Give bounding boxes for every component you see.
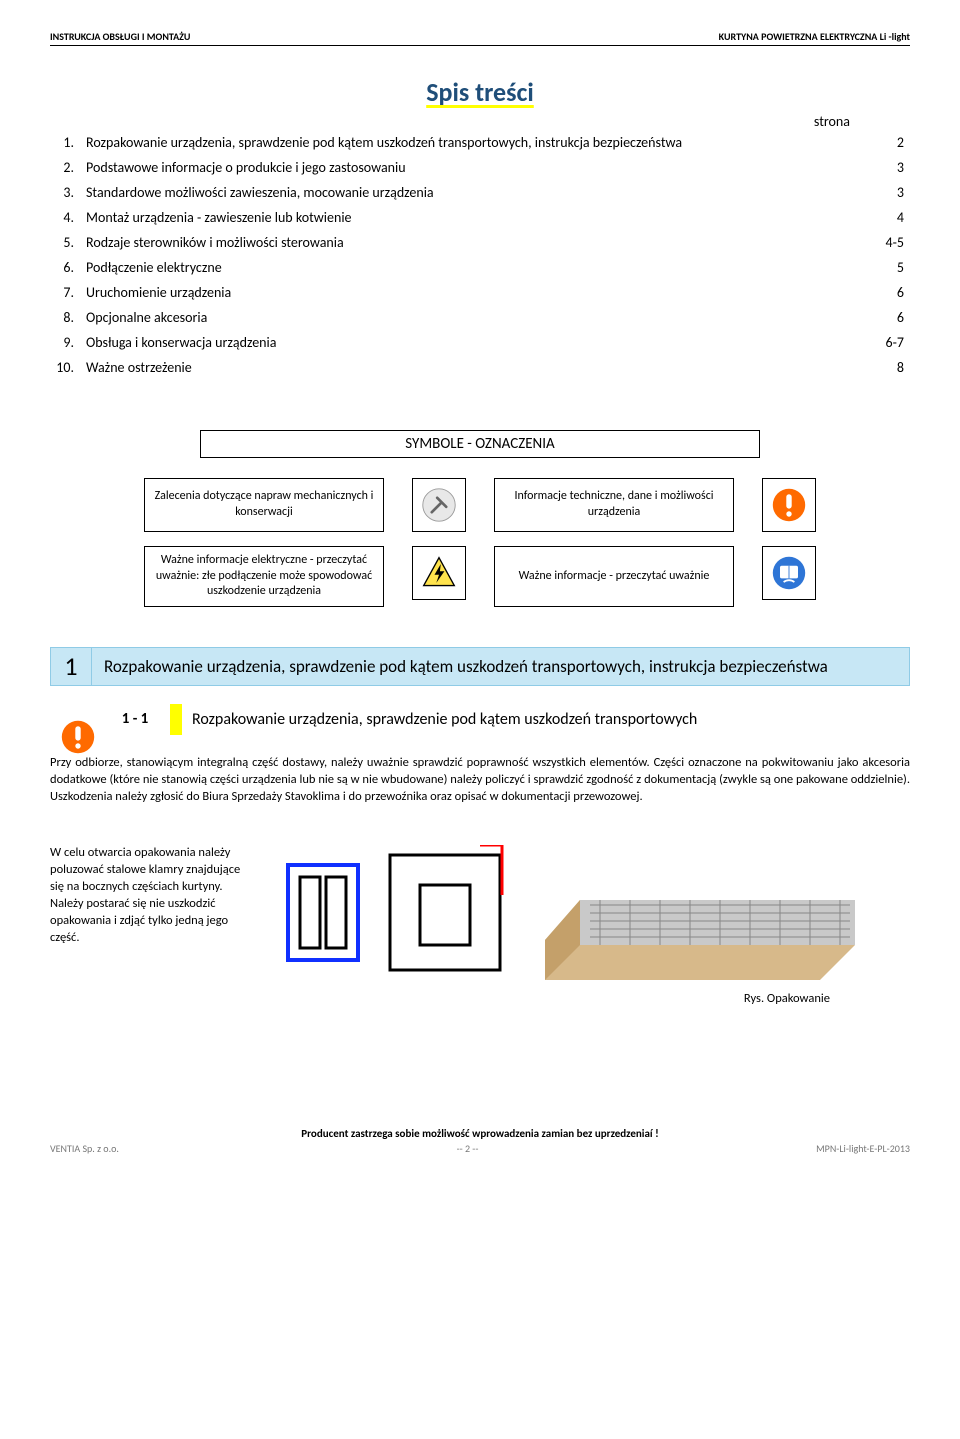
page-footer: Producent zastrzega sobie możliwość wpro… — [50, 1126, 910, 1155]
toc-item-number: 5. — [50, 230, 80, 255]
toc-row: 5.Rodzaje sterowników i możliwości stero… — [50, 230, 910, 255]
manual-icon — [762, 546, 816, 600]
toc-item-title: Podłączenie elektryczne — [80, 255, 850, 280]
subsection-number: 1 - 1 — [100, 704, 170, 735]
subsection-1-1: 1 - 1 Rozpakowanie urządzenia, sprawdzen… — [100, 704, 910, 735]
symbols-row-2: Ważne informacje elektryczne - przeczyta… — [50, 546, 910, 607]
toc-row: 7.Uruchomienie urządzenia6 — [50, 280, 910, 305]
lightning-icon — [412, 546, 466, 600]
toc-row: 2.Podstawowe informacje o produkcie i je… — [50, 155, 910, 180]
toc-item-page: 4-5 — [850, 230, 910, 255]
toc-item-title: Rodzaje sterowników i możliwości sterowa… — [80, 230, 850, 255]
toc-item-page: 6 — [850, 305, 910, 330]
footer-company: VENTIA Sp. z o.o. — [50, 1142, 119, 1155]
symbol-text-technical: Informacje techniczne, dane i możliwości… — [494, 478, 734, 532]
section-1-number: 1 — [50, 647, 92, 686]
toc-item-page: 4 — [850, 205, 910, 230]
footer-page-number: -- 2 -- — [457, 1142, 479, 1155]
toc-item-page: 6 — [850, 280, 910, 305]
toc-item-title: Montaż urządzenia - zawieszenie lub kotw… — [80, 205, 850, 230]
toc-row: 10.Ważne ostrzeżenie8 — [50, 355, 910, 380]
toc-item-number: 9. — [50, 330, 80, 355]
toc-row: 6.Podłączenie elektryczne5 — [50, 255, 910, 280]
toc-item-page: 5 — [850, 255, 910, 280]
toc-row: 1.Rozpakowanie urządzenia, sprawdzenie p… — [50, 130, 910, 155]
toc-item-number: 10. — [50, 355, 80, 380]
toc-row: 3.Standardowe możliwości zawieszenia, mo… — [50, 180, 910, 205]
toc-item-number: 8. — [50, 305, 80, 330]
toc-item-page: 3 — [850, 155, 910, 180]
warning-orange-icon — [60, 719, 96, 755]
toc-item-number: 3. — [50, 180, 80, 205]
footer-doc-id: MPN-Li-light-E-PL-2013 — [816, 1142, 910, 1155]
toc-item-page: 2 — [850, 130, 910, 155]
opening-instructions: W celu otwarcia opakowania należy poluzo… — [50, 845, 250, 946]
figure-caption: Rys. Opakowanie — [540, 991, 860, 1006]
wrench-icon — [412, 478, 466, 532]
toc-item-page: 3 — [850, 180, 910, 205]
toc-item-title: Podstawowe informacje o produkcie i jego… — [80, 155, 850, 180]
toc-item-title: Ważne ostrzeżenie — [80, 355, 850, 380]
toc-row: 8.Opcjonalne akcesoria6 — [50, 305, 910, 330]
toc-item-number: 4. — [50, 205, 80, 230]
toc-item-number: 7. — [50, 280, 80, 305]
toc-item-title: Uruchomienie urządzenia — [80, 280, 850, 305]
toc-table: 1.Rozpakowanie urządzenia, sprawdzenie p… — [50, 130, 910, 380]
section-1-body: Przy odbiorze, stanowiącym integralną cz… — [50, 755, 910, 806]
toc-item-number: 1. — [50, 130, 80, 155]
toc-row: 9.Obsługa i konserwacja urządzenia6-7 — [50, 330, 910, 355]
package-photo — [540, 845, 860, 985]
toc-item-title: Standardowe możliwości zawieszenia, moco… — [80, 180, 850, 205]
toc-item-page: 6-7 — [850, 330, 910, 355]
warning-orange-icon — [762, 478, 816, 532]
section-1-header: 1 Rozpakowanie urządzenia, sprawdzenie p… — [50, 647, 910, 686]
toc-item-title: Rozpakowanie urządzenia, sprawdzenie pod… — [80, 130, 850, 155]
symbols-header: SYMBOLE - OZNACZENIA — [200, 430, 760, 458]
section-1-title: Rozpakowanie urządzenia, sprawdzenie pod… — [92, 647, 910, 686]
symbol-text-electrical: Ważne informacje elektryczne - przeczyta… — [144, 546, 384, 607]
header-left: INSTRUKCJA OBSŁUGI I MONTAŻU — [50, 30, 190, 43]
symbols-row-1: Zalecenia dotyczące napraw mechanicznych… — [50, 478, 910, 532]
toc-item-number: 2. — [50, 155, 80, 180]
opening-diagram — [280, 845, 510, 985]
footer-disclaimer: Producent zastrzega sobie możliwość wpro… — [50, 1127, 910, 1140]
toc-item-title: Opcjonalne akcesoria — [80, 305, 850, 330]
opening-row: W celu otwarcia opakowania należy poluzo… — [50, 845, 910, 1006]
subsection-title: Rozpakowanie urządzenia, sprawdzenie pod… — [170, 704, 910, 735]
header-right: KURTYNA POWIETRZNA ELEKTRYCZNA Li -light — [719, 30, 910, 43]
package-photo-block: Rys. Opakowanie — [540, 845, 860, 1006]
toc-row: 4.Montaż urządzenia - zawieszenie lub ko… — [50, 205, 910, 230]
toc-item-title: Obsługa i konserwacja urządzenia — [80, 330, 850, 355]
toc-item-page: 8 — [850, 355, 910, 380]
toc-item-number: 6. — [50, 255, 80, 280]
symbol-text-important: Ważne informacje - przeczytać uważnie — [494, 546, 734, 607]
symbol-text-maintenance: Zalecenia dotyczące napraw mechanicznych… — [144, 478, 384, 532]
toc-title: Spis treści — [50, 76, 910, 108]
toc-strona-label: strona — [50, 113, 910, 130]
